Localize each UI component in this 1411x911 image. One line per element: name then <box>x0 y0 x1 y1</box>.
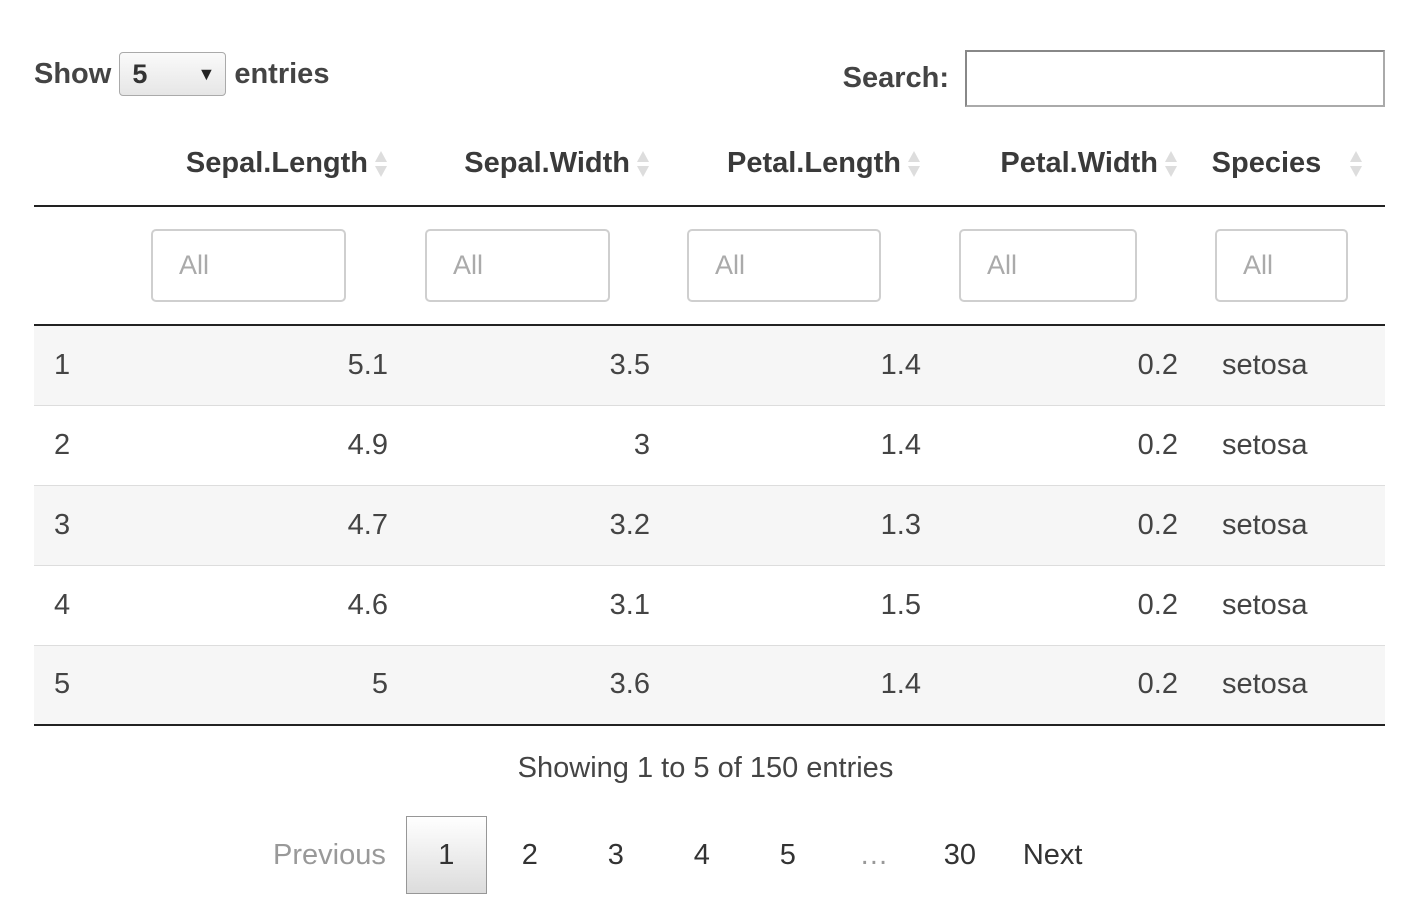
cell-index: 4 <box>34 564 130 645</box>
column-header-index <box>34 122 130 207</box>
data-table: Sepal.Length Sepal.Width Petal.Length Pe… <box>34 122 1385 726</box>
filter-cell: All <box>1190 206 1385 326</box>
cell-index: 3 <box>34 484 130 565</box>
column-header-sepal-width[interactable]: Sepal.Width <box>400 122 662 207</box>
cell-species: setosa <box>1190 564 1385 645</box>
cell-sepal-width: 3.1 <box>400 564 662 645</box>
filter-placeholder: All <box>715 250 746 280</box>
table-row: 5 5 3.6 1.4 0.2 setosa <box>34 644 1385 726</box>
filter-input-species[interactable]: All <box>1215 229 1348 302</box>
sort-both-icon <box>1349 148 1363 180</box>
entries-select-value: 5 <box>132 58 148 89</box>
sort-both-icon <box>1164 148 1178 180</box>
column-header-label: Petal.Width <box>1000 146 1158 179</box>
search-control: Search: <box>843 50 1385 107</box>
length-control: Show 5 ▼ entries <box>34 52 329 96</box>
search-label: Search: <box>842 62 949 94</box>
filter-placeholder: All <box>179 250 210 280</box>
cell-sepal-width: 3 <box>400 404 662 485</box>
entries-label: entries <box>234 57 330 90</box>
cell-index: 1 <box>34 325 130 405</box>
column-header-sepal-length[interactable]: Sepal.Length <box>130 122 400 207</box>
filter-row: All All All All All <box>34 206 1385 326</box>
sort-both-icon <box>374 148 388 180</box>
column-header-petal-width[interactable]: Petal.Width <box>933 122 1190 207</box>
table-row: 3 4.7 3.2 1.3 0.2 setosa <box>34 484 1385 565</box>
filter-placeholder: All <box>1243 250 1274 280</box>
next-button[interactable]: Next <box>1022 838 1083 871</box>
cell-petal-length: 1.3 <box>662 484 933 565</box>
pagination-ellipsis: … <box>859 838 889 871</box>
cell-sepal-length: 5 <box>130 644 400 726</box>
cell-petal-width: 0.2 <box>933 564 1190 645</box>
page-button-5[interactable]: 5 <box>779 838 796 871</box>
cell-sepal-length: 4.9 <box>130 404 400 485</box>
filter-cell: All <box>933 206 1190 326</box>
column-header-label: Sepal.Width <box>464 146 630 179</box>
table-row: 1 5.1 3.5 1.4 0.2 setosa <box>34 325 1385 405</box>
cell-petal-length: 1.4 <box>662 644 933 726</box>
cell-petal-width: 0.2 <box>933 484 1190 565</box>
filter-input-petal-width[interactable]: All <box>959 229 1137 302</box>
header-row: Sepal.Length Sepal.Width Petal.Length Pe… <box>34 122 1385 207</box>
filter-placeholder: All <box>453 250 484 280</box>
cell-petal-width: 0.2 <box>933 644 1190 726</box>
cell-sepal-length: 4.7 <box>130 484 400 565</box>
cell-species: setosa <box>1190 644 1385 726</box>
column-header-species[interactable]: Species <box>1190 122 1385 207</box>
search-input[interactable] <box>965 50 1385 107</box>
cell-sepal-width: 3.5 <box>400 325 662 405</box>
column-header-petal-length[interactable]: Petal.Length <box>662 122 933 207</box>
cell-petal-length: 1.4 <box>662 325 933 405</box>
filter-placeholder: All <box>987 250 1018 280</box>
cell-sepal-width: 3.2 <box>400 484 662 565</box>
filter-input-sepal-length[interactable]: All <box>151 229 346 302</box>
cell-sepal-length: 4.6 <box>130 564 400 645</box>
entries-per-page-select[interactable]: 5 ▼ <box>119 52 227 96</box>
cell-petal-length: 1.5 <box>662 564 933 645</box>
page-button-1[interactable]: 1 <box>405 816 487 894</box>
cell-species: setosa <box>1190 484 1385 565</box>
caret-down-icon: ▼ <box>197 63 216 84</box>
table-row: 2 4.9 3 1.4 0.2 setosa <box>34 404 1385 485</box>
filter-cell-index <box>34 206 130 326</box>
previous-button[interactable]: Previous <box>273 838 386 871</box>
column-header-label: Sepal.Length <box>185 146 368 179</box>
pagination: Previous 1 2 3 4 5 … 30 Next <box>253 816 1102 894</box>
cell-species: setosa <box>1190 325 1385 405</box>
page-button-30[interactable]: 30 <box>943 838 976 871</box>
cell-petal-width: 0.2 <box>933 325 1190 405</box>
page-button-2[interactable]: 2 <box>521 838 538 871</box>
column-header-label: Species <box>1211 146 1322 179</box>
filter-cell: All <box>400 206 662 326</box>
cell-sepal-length: 5.1 <box>130 325 400 405</box>
cell-sepal-width: 3.6 <box>400 644 662 726</box>
page-button-3[interactable]: 3 <box>607 838 624 871</box>
filter-cell: All <box>662 206 933 326</box>
cell-index: 5 <box>34 644 130 726</box>
filter-input-sepal-width[interactable]: All <box>425 229 610 302</box>
sort-both-icon <box>636 148 650 180</box>
table-row: 4 4.6 3.1 1.5 0.2 setosa <box>34 564 1385 645</box>
show-label: Show <box>34 57 112 90</box>
cell-petal-length: 1.4 <box>662 404 933 485</box>
filter-input-petal-length[interactable]: All <box>687 229 881 302</box>
cell-species: setosa <box>1190 404 1385 485</box>
filter-cell: All <box>130 206 400 326</box>
column-header-label: Petal.Length <box>726 146 901 179</box>
sort-both-icon <box>907 148 921 180</box>
page-button-4[interactable]: 4 <box>693 838 710 871</box>
data-table-wrapper: Sepal.Length Sepal.Width Petal.Length Pe… <box>34 122 1385 726</box>
cell-index: 2 <box>34 404 130 485</box>
table-info: Showing 1 to 5 of 150 entries <box>517 752 894 784</box>
cell-petal-width: 0.2 <box>933 404 1190 485</box>
